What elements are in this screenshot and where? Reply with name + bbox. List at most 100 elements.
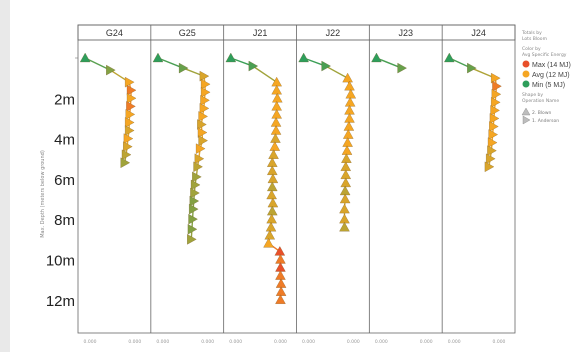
- data-point-g25: [190, 187, 200, 199]
- x-tick-label: 0.000: [375, 339, 388, 345]
- x-tick-label: 0.000: [448, 339, 461, 345]
- panel-title-j22: J22: [326, 28, 341, 38]
- legend-color-title: Color by: [522, 46, 541, 52]
- data-point-g25: [152, 52, 164, 63]
- data-point-j21: [265, 221, 277, 232]
- x-tick-label: 0.000: [128, 339, 141, 345]
- x-tick-label: 0.000: [420, 339, 433, 345]
- data-point-j21: [269, 141, 281, 151]
- data-point-j21: [270, 125, 282, 135]
- panel-title-g25: G25: [179, 28, 196, 38]
- data-point-g25: [200, 86, 211, 98]
- data-point-j22: [343, 120, 355, 131]
- x-tick-label: 0.000: [274, 339, 287, 345]
- data-point-j24: [484, 161, 495, 173]
- data-point-j21: [225, 52, 237, 63]
- x-tick-label: 0.000: [493, 339, 506, 345]
- data-point-j21: [266, 213, 278, 224]
- data-point-g25: [198, 111, 209, 122]
- legend-color-title: Avg Specific Energy: [522, 52, 567, 58]
- data-point-j24: [485, 153, 496, 165]
- data-point-g25: [195, 143, 206, 155]
- data-point-g25: [194, 153, 205, 165]
- data-point-j24: [488, 129, 499, 140]
- data-point-j22: [342, 72, 354, 83]
- data-point-g24: [124, 125, 135, 136]
- data-point-j22: [345, 88, 357, 99]
- x-tick-label: 0.000: [84, 339, 97, 345]
- legend-shape-label: 1. Anderson: [532, 118, 559, 124]
- data-point-j21: [271, 84, 283, 95]
- data-point-j21: [268, 149, 279, 159]
- data-point-j22: [344, 96, 356, 107]
- y-tick-label: 4m: [54, 132, 75, 149]
- data-point-g24: [120, 157, 131, 169]
- data-point-g25: [200, 78, 211, 90]
- data-point-j24: [490, 104, 501, 116]
- data-point-g24: [126, 100, 136, 112]
- data-point-j22: [339, 193, 351, 204]
- data-point-j21: [267, 197, 279, 208]
- data-point-j21: [269, 133, 281, 143]
- y-tick-label: 6m: [54, 172, 75, 189]
- data-point-g25: [193, 161, 204, 173]
- legend-shape-title: Shape by: [522, 92, 543, 98]
- legend-shape-label: 2. Blown: [532, 110, 551, 116]
- data-point-g24: [123, 133, 134, 145]
- legend-label-min: Min (5 MJ): [532, 82, 565, 89]
- data-point-j24: [489, 113, 500, 124]
- data-point-j22: [340, 177, 352, 188]
- data-point-g24: [126, 92, 137, 104]
- panel-title-g24: G24: [106, 28, 123, 38]
- legend-shape-swatch: [521, 107, 531, 116]
- data-point-j21: [275, 294, 286, 305]
- data-point-j24: [467, 62, 477, 74]
- data-point-g24: [126, 84, 137, 96]
- series-segment-j22: [325, 65, 348, 79]
- data-point-g24: [124, 76, 135, 88]
- data-point-g24: [106, 64, 116, 76]
- data-point-j21: [271, 92, 283, 103]
- data-point-j21: [274, 245, 286, 256]
- data-point-g25: [198, 135, 209, 147]
- data-point-j24: [491, 88, 502, 100]
- y-tick-label: 2m: [54, 91, 75, 108]
- legend-label-avg: Avg (12 MJ): [532, 72, 570, 79]
- panel-title-j24: J24: [471, 28, 486, 38]
- x-tick-label: 0.000: [156, 339, 169, 345]
- x-tick-label: 0.000: [347, 339, 360, 345]
- y-tick-label: 12m: [46, 293, 75, 310]
- data-point-g25: [189, 195, 200, 207]
- data-point-g24: [121, 149, 132, 161]
- data-point-j22: [321, 60, 332, 72]
- data-point-g25: [187, 233, 197, 245]
- data-point-j22: [340, 153, 352, 163]
- data-point-j22: [339, 203, 350, 214]
- data-point-j21: [266, 205, 278, 216]
- legend-swatch-max: [522, 60, 530, 68]
- data-point-j21: [275, 286, 287, 296]
- data-point-g25: [197, 119, 207, 130]
- data-point-j22: [341, 145, 353, 155]
- data-point-j21: [264, 229, 276, 240]
- data-point-j22: [298, 52, 310, 63]
- legend-swatch-min: [522, 80, 530, 88]
- data-point-g25: [187, 223, 198, 235]
- depth-energy-chart: G24 G25 J21 J22 J23 J24 2m 4m 6m 8m 10m 12m Max. Dep…: [40, 24, 571, 345]
- data-point-g25: [200, 94, 210, 106]
- data-point-j22: [344, 112, 355, 123]
- data-point-j24: [492, 80, 502, 92]
- data-point-g25: [188, 213, 199, 225]
- data-point-g24: [122, 141, 133, 153]
- data-point-j21: [271, 108, 283, 119]
- data-point-j24: [443, 52, 455, 63]
- data-point-j23: [371, 52, 382, 63]
- data-point-j24: [487, 145, 497, 157]
- y-axis-title: Max. Depth (meters below ground): [40, 150, 46, 238]
- data-point-j21: [263, 237, 274, 248]
- y-tick-label: 8m: [54, 212, 75, 229]
- legend-shape-swatch: [522, 115, 531, 125]
- data-point-j24: [487, 137, 498, 149]
- data-point-j22: [342, 129, 354, 139]
